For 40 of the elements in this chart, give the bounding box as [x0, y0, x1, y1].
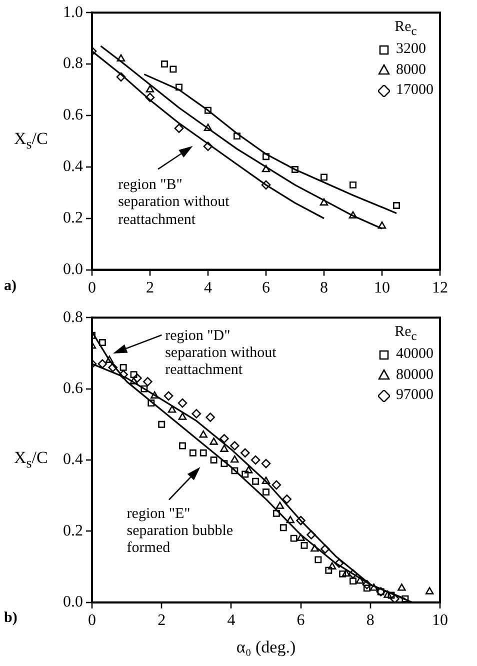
- x-tick-label: 10: [374, 280, 390, 297]
- y-tick-label: 0.4: [63, 451, 83, 468]
- x-tick-label: 6: [262, 280, 270, 297]
- x-axis-title: α₀ (deg.): [236, 637, 296, 656]
- y-tick-label: 1.0: [63, 4, 83, 21]
- annotation: region "D" separation without reattachment: [165, 328, 276, 380]
- x-tick-label: 0: [88, 280, 96, 297]
- legend-label: 40000: [396, 346, 434, 362]
- annotation: region "B" separation without reattachment: [118, 177, 230, 229]
- y-tick-label: 0.4: [63, 158, 83, 176]
- y-axis-title: X$_{s}$/C: [14, 128, 48, 153]
- y-tick-label: 0.0: [63, 261, 83, 278]
- legend-label: 8000: [396, 62, 426, 78]
- y-tick-label: 0.2: [63, 522, 83, 540]
- x-tick-label: 2: [158, 612, 166, 630]
- x-tick-label: 4: [227, 612, 236, 630]
- legend-title: Re$_{c}$: [394, 322, 418, 344]
- x-tick-label: 8: [366, 612, 374, 630]
- y-tick-label: 0.6: [63, 380, 83, 398]
- x-tick-label: 0: [88, 612, 96, 630]
- legend-label: 17000: [396, 82, 434, 98]
- y-tick-label: 0.2: [63, 210, 83, 227]
- y-axis-title: X$_{s}$/C: [14, 448, 48, 472]
- x-tick-label: 8: [320, 280, 328, 297]
- y-tick-label: 0.8: [63, 55, 83, 72]
- legend-label: 97000: [396, 386, 434, 403]
- text: a): [4, 278, 16, 295]
- x-tick-label: 2: [146, 280, 154, 297]
- y-tick-label: 0.8: [63, 308, 83, 326]
- legend-label: 3200: [396, 41, 426, 58]
- x-tick-label: 10: [432, 612, 448, 630]
- y-tick-label: 0.6: [63, 106, 83, 124]
- x-tick-label: 6: [296, 612, 305, 630]
- legend-title: Re$_{c}$: [394, 18, 418, 40]
- y-tick-label: 0.0: [63, 594, 83, 611]
- text: b): [4, 610, 18, 628]
- legend-label: 80000: [396, 366, 434, 383]
- x-tick-label: 12: [432, 280, 448, 297]
- x-tick-label: 4: [204, 280, 212, 297]
- annotation: region "E" separation bubble formed: [126, 506, 234, 558]
